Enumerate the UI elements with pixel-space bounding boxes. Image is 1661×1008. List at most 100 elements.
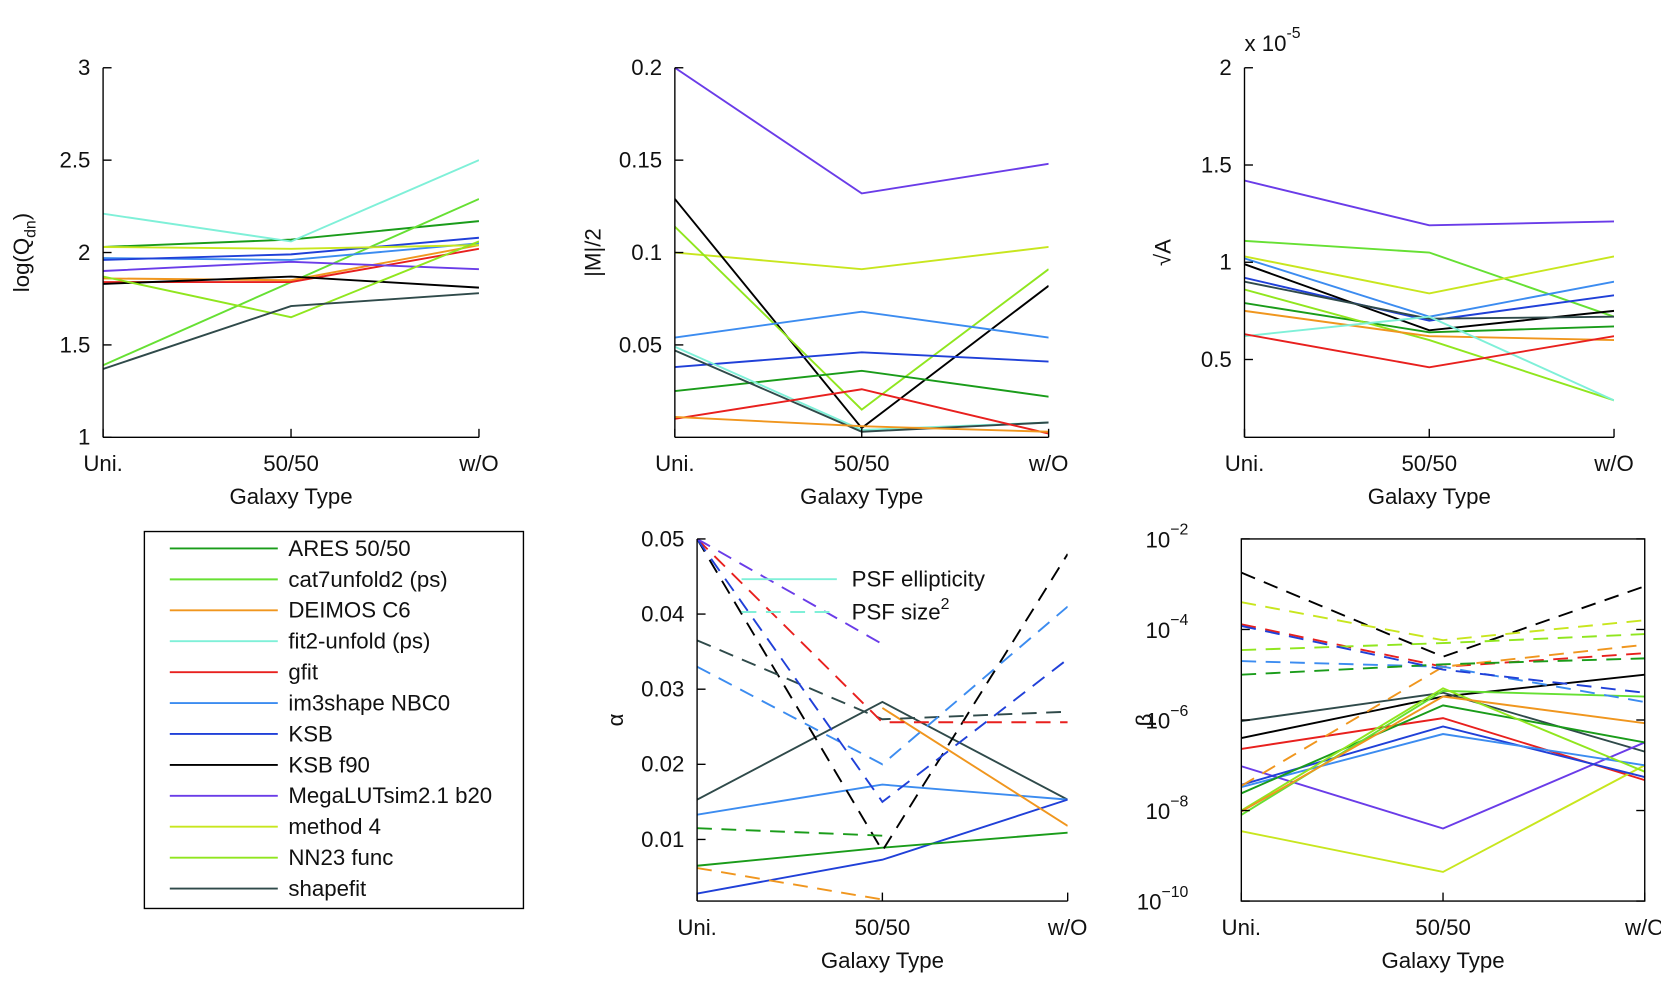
x-axis-label: Galaxy Type — [800, 484, 923, 509]
y-tick-label: 0.02 — [641, 752, 684, 777]
axes-box — [1240, 538, 1646, 902]
multiplier-base: x 10 — [1245, 31, 1287, 56]
y-tick-exponent: −10 — [1161, 884, 1188, 901]
y-tick-label: 1 — [1219, 250, 1231, 275]
x-tick-label: Uni. — [677, 915, 717, 940]
legend-superscript: 2 — [941, 596, 950, 613]
series-line — [697, 605, 1068, 766]
series-line — [881, 707, 1068, 827]
x-axis-label: Galaxy Type — [821, 948, 944, 973]
series-line — [697, 538, 1068, 724]
series-line — [1241, 695, 1645, 813]
series-line — [1241, 643, 1645, 787]
legend-label: im3shape NBC0 — [288, 690, 450, 715]
series-line — [1244, 309, 1615, 342]
x-tick-label: w/O — [1624, 915, 1661, 940]
series-line — [103, 159, 479, 243]
series-line — [103, 275, 479, 289]
y-tick-label: 0.04 — [641, 601, 684, 626]
axis-multiplier: x 10-5 — [1245, 25, 1301, 56]
series-line — [1241, 624, 1645, 694]
series-line — [1244, 255, 1615, 295]
y-tick-label: 0.15 — [619, 148, 662, 173]
x-tick-label: 50/50 — [1401, 451, 1457, 476]
y-label-text: log(Q — [9, 238, 34, 292]
y-axis-label: √A — [1150, 239, 1175, 266]
multiplier-exponent: -5 — [1287, 25, 1301, 42]
y-axis-label: β — [1131, 714, 1156, 727]
y-tick-label: 1.5 — [1201, 152, 1232, 177]
series-line — [1244, 333, 1615, 369]
x-axis-label: Galaxy Type — [229, 484, 352, 509]
series-line — [1241, 691, 1645, 753]
series-line — [674, 198, 1049, 430]
series-line — [1241, 660, 1645, 703]
legend-label: KSB f90 — [288, 752, 370, 777]
x-tick-label: w/O — [1047, 915, 1088, 940]
y-tick-exponent: −4 — [1170, 612, 1188, 629]
y-tick-label: 10−4 — [1146, 612, 1189, 643]
y-tick-label: 0.05 — [619, 332, 662, 357]
y-axis-label: α — [603, 713, 628, 726]
series-line — [697, 538, 1068, 804]
y-tick-label: 1.5 — [59, 332, 90, 357]
series-line — [697, 831, 1068, 867]
series-line — [674, 67, 1049, 195]
legend-label: NN23 func — [288, 845, 393, 870]
y-tick-label: 0.5 — [1201, 347, 1232, 372]
x-tick-label: 50/50 — [834, 451, 890, 476]
y-tick-label: 2.5 — [59, 148, 90, 173]
legend-label: gfit — [288, 660, 318, 685]
legend-label: method 4 — [288, 814, 381, 839]
x-tick-label: 50/50 — [263, 451, 319, 476]
series-line — [674, 388, 1049, 435]
y-tick-base: 10 — [1146, 799, 1171, 824]
y-tick-label: 2 — [1219, 55, 1231, 80]
series-line — [1244, 179, 1615, 227]
y-label-text: √A — [1150, 239, 1175, 266]
legend-label: cat7unfold2 (ps) — [288, 567, 447, 592]
y-axis-label: |M|/2 — [581, 228, 606, 277]
x-tick-label: Uni. — [1225, 451, 1265, 476]
series-line — [674, 416, 1049, 433]
y-label-text: β — [1131, 714, 1156, 727]
legend-label: shapefit — [288, 876, 367, 901]
series-line — [103, 244, 479, 282]
series-line — [1244, 288, 1615, 402]
series-line — [1244, 276, 1615, 322]
y-tick-label: 0.1 — [631, 240, 662, 265]
y-label-subscript: dn — [22, 220, 39, 238]
x-axis-label: Galaxy Type — [1368, 484, 1491, 509]
x-tick-label: Uni. — [83, 451, 123, 476]
legend-label: PSF ellipticity — [852, 567, 986, 592]
series-line — [103, 292, 479, 370]
series-line — [103, 244, 479, 250]
series-line — [697, 783, 1068, 816]
series-line — [674, 225, 1049, 411]
series-line — [1241, 571, 1645, 658]
legend-label: KSB — [288, 721, 332, 746]
series-line — [697, 798, 1068, 895]
series-line — [1244, 315, 1615, 402]
series-line — [1244, 239, 1615, 318]
y-tick-label: 10−8 — [1146, 793, 1189, 824]
legend-text: PSF size — [852, 599, 941, 624]
y-tick-label: 2 — [78, 240, 90, 265]
x-tick-label: Uni. — [655, 451, 695, 476]
series-line — [697, 867, 883, 901]
series-line — [1244, 302, 1615, 334]
y-tick-label: 1 — [78, 425, 90, 450]
legend-text: PSF ellipticity — [852, 567, 986, 592]
y-tick-label: 10−6 — [1146, 703, 1189, 734]
legend-label: PSF size2 — [852, 596, 950, 625]
legend-box — [143, 530, 525, 910]
series-line — [1241, 687, 1645, 812]
y-tick-label: 0.2 — [631, 55, 662, 80]
y-tick-label: 10−2 — [1146, 522, 1189, 553]
series-line — [103, 236, 479, 261]
y-tick-exponent: −8 — [1170, 793, 1188, 810]
series-line — [1241, 657, 1645, 676]
series-line — [674, 310, 1049, 339]
